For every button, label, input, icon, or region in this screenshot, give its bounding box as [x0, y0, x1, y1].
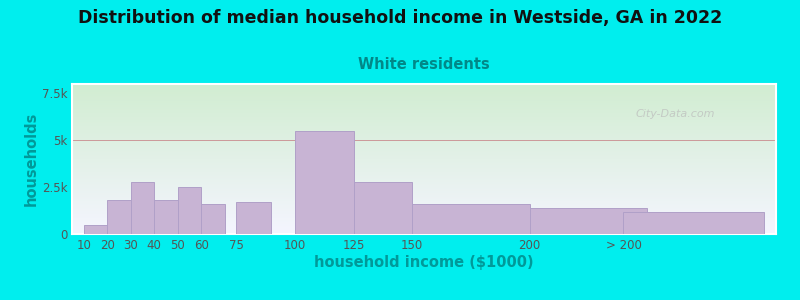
Bar: [623, 212, 764, 234]
Text: Distribution of median household income in Westside, GA in 2022: Distribution of median household income …: [78, 9, 722, 27]
Y-axis label: households: households: [24, 112, 39, 206]
Bar: [130, 182, 154, 234]
Bar: [178, 187, 201, 234]
Bar: [154, 200, 178, 234]
Bar: [354, 182, 412, 234]
Bar: [107, 200, 130, 234]
Text: White residents: White residents: [358, 57, 490, 72]
Bar: [84, 225, 107, 234]
Bar: [236, 202, 271, 234]
X-axis label: household income ($1000): household income ($1000): [314, 255, 534, 270]
Bar: [295, 131, 354, 234]
Text: City-Data.com: City-Data.com: [635, 109, 714, 119]
Bar: [201, 204, 225, 234]
Bar: [412, 204, 530, 234]
Bar: [530, 208, 647, 234]
